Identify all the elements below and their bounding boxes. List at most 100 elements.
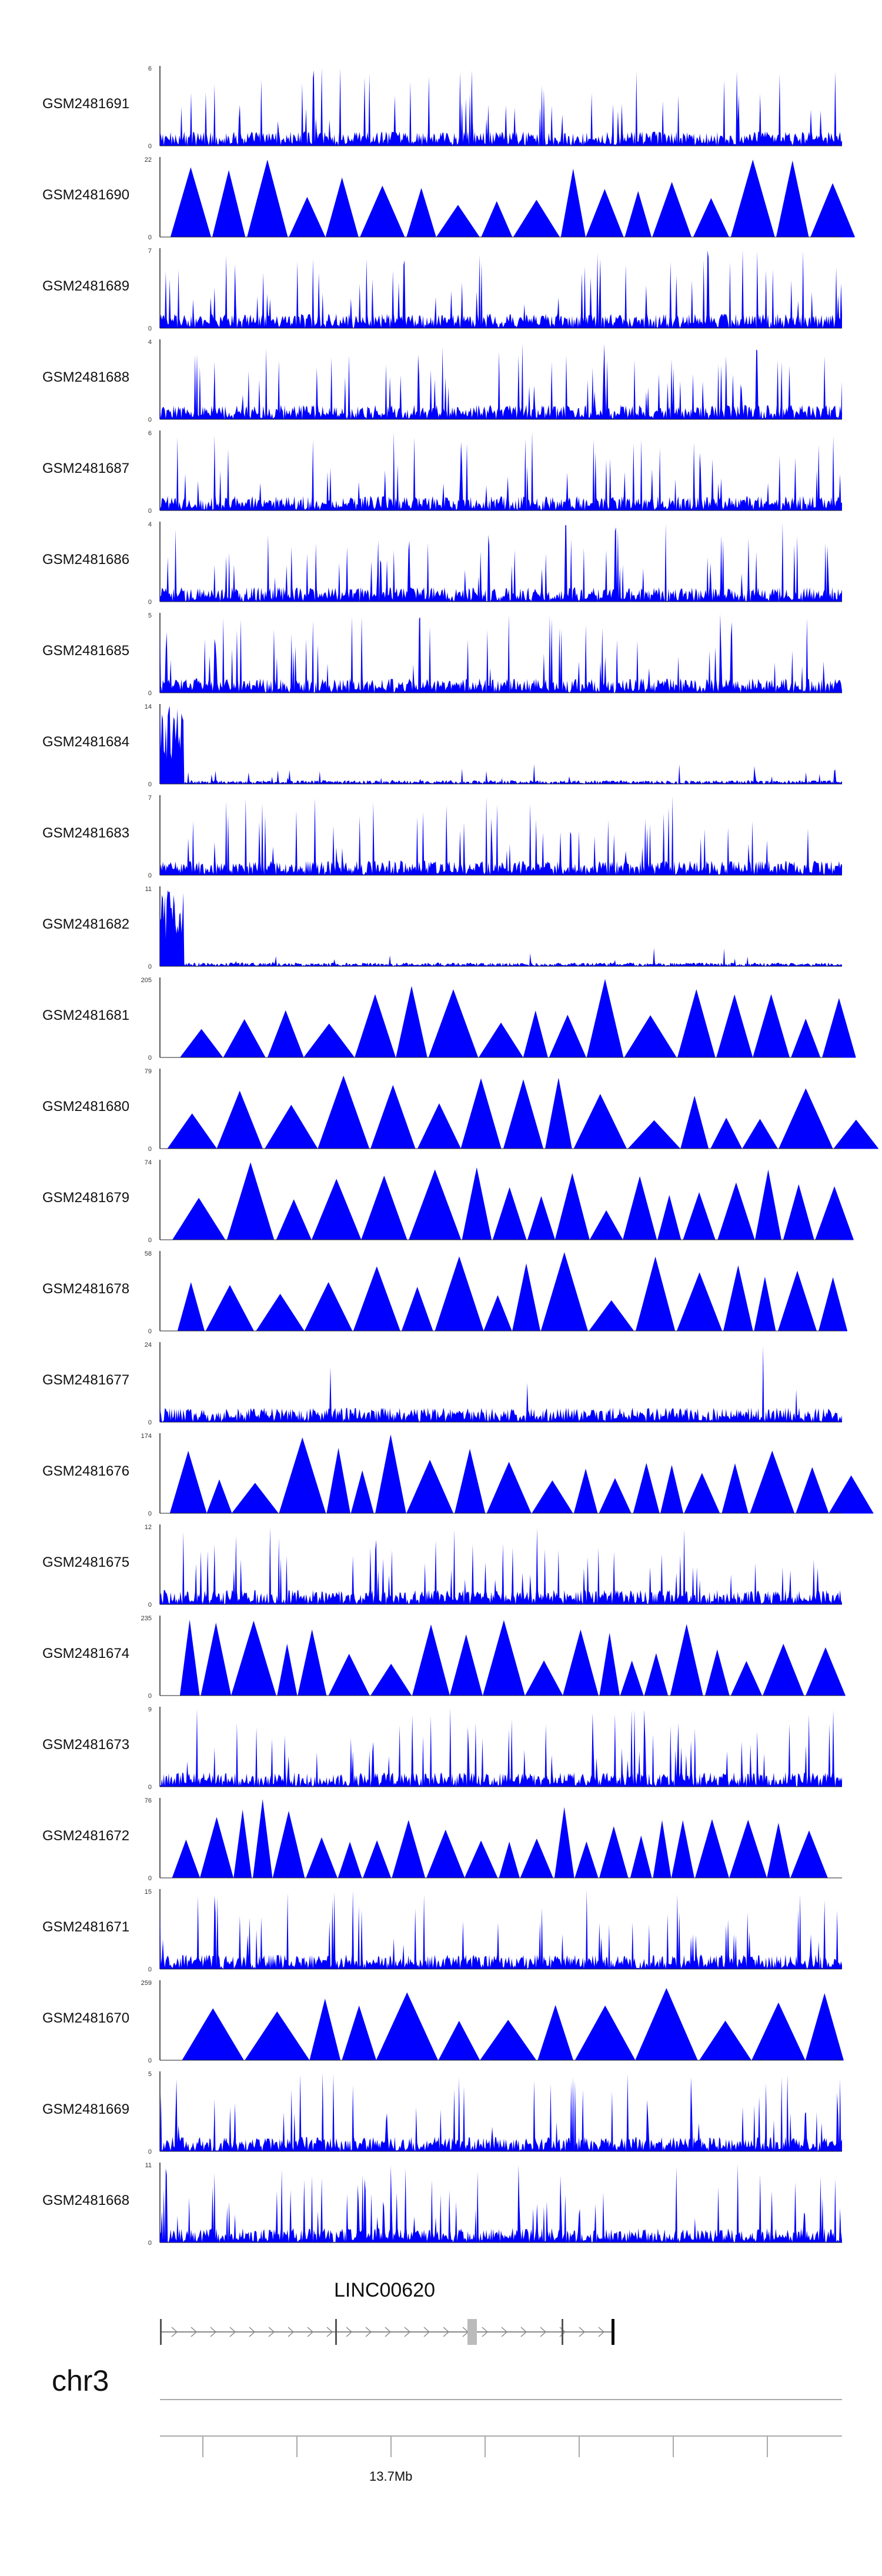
gene-exon [335,2319,337,2345]
track-ymin-label: 0 [148,2148,152,2155]
track-signal-group [159,796,843,876]
track-signal-group [159,1708,843,1787]
track-ymin-label: 0 [148,1328,152,1335]
track-ymax-label: 205 [141,977,152,984]
track-signal-area [159,2072,843,2152]
strand-arrow-icon [365,2327,372,2337]
track-ymin-label: 0 [148,2240,152,2247]
track-ymax-label: 9 [148,1706,152,1713]
strand-arrow-icon [540,2327,547,2337]
track-GSM2481677: GSM2481677 24 0 [42,1342,843,1426]
track-label: GSM2481676 [42,1463,129,1479]
strand-arrow-icon [191,2327,198,2337]
track-signal-area [159,1890,843,1970]
strand-arrow-icon [385,2327,392,2337]
strand-arrow-icon [288,2327,295,2337]
track-ymin-label: 0 [148,1875,152,1882]
track-signal-group [159,522,843,602]
track-ymax-label: 22 [145,156,152,163]
track-signal-area [159,614,843,693]
strand-arrow-icon [307,2327,314,2337]
track-ymin-label: 0 [148,781,152,788]
strand-arrow-icon [443,2327,450,2337]
track-ymax-label: 5 [148,612,152,619]
track-GSM2481672: GSM2481672 76 0 [42,1797,842,1882]
track-signal-area [160,979,856,1058]
track-GSM2481684: GSM2481684 14 0 [42,703,843,788]
track-ymin-label: 0 [148,1055,152,1062]
strand-arrow-icon [229,2327,236,2337]
track-ymax-label: 235 [141,1615,152,1622]
track-GSM2481669: GSM2481669 5 0 [42,2071,843,2155]
track-GSM2481686: GSM2481686 4 0 [42,521,843,606]
strand-arrow-icon [346,2327,353,2337]
track-ymin-label: 0 [148,1237,152,1244]
track-ymax-label: 79 [145,1068,152,1075]
track-signal-group [160,1434,874,1514]
track-GSM2481678: GSM2481678 58 0 [42,1250,848,1335]
track-signal-area [160,1162,854,1240]
track-signal-group [160,1988,844,2061]
track-label: GSM2481689 [42,278,129,294]
track-signal-area [160,1434,874,1514]
track-label: GSM2481674 [42,1646,129,1661]
track-label: GSM2481682 [42,916,129,932]
track-signal-area [159,522,843,602]
track-ymin-label: 0 [148,1966,152,1973]
strand-arrow-icon [520,2327,527,2337]
strand-arrow-icon [598,2327,605,2337]
track-signal-area [160,159,855,238]
strand-arrow-icon [249,2327,256,2337]
track-ymin-label: 0 [148,690,152,697]
track-label: GSM2481678 [42,1281,129,1297]
track-label: GSM2481683 [42,825,129,841]
track-ymax-label: 7 [148,795,152,802]
track-signal-group [160,159,855,238]
track-label: GSM2481680 [42,1099,129,1115]
track-ymax-label: 15 [145,1888,152,1896]
track-signal-group [159,343,843,420]
signal-tracks: GSM248169160GSM2481690220GSM248168970GSM… [42,65,878,2247]
gene-exon [160,2319,162,2345]
track-signal-group [160,1252,848,1332]
track-signal-group [159,890,843,967]
track-signal-area [160,1988,844,2061]
track-label: GSM2481675 [42,1554,129,1570]
track-label: GSM2481686 [42,552,129,568]
gene-annotation-track: LINC00620 [160,2279,614,2345]
track-ymin-label: 0 [148,599,152,606]
track-GSM2481680: GSM2481680 79 0 [42,1068,878,1153]
track-signal-group [159,614,843,693]
track-ymax-label: 5 [148,2071,152,2078]
track-signal-group [160,1075,878,1149]
track-ymin-label: 0 [148,143,152,150]
track-ymax-label: 14 [145,703,152,710]
track-label: GSM2481669 [42,2101,129,2117]
track-GSM2481690: GSM2481690 22 0 [42,156,855,241]
track-ymin-label: 0 [148,1601,152,1609]
track-signal-group [159,1346,843,1423]
track-signal-area [160,1798,842,1878]
strand-arrow-icon [326,2327,333,2337]
track-GSM2481670: GSM2481670 259 0 [42,1980,844,2064]
track-label: GSM2481673 [42,1737,129,1753]
track-ymax-label: 12 [145,1524,152,1531]
track-GSM2481687: GSM2481687 6 0 [42,430,843,515]
track-ymin-label: 0 [148,1510,152,1517]
track-signal-group [160,1798,842,1878]
track-ymin-label: 0 [148,234,152,241]
track-ymax-label: 6 [148,430,152,437]
track-signal-area [160,1075,878,1149]
track-GSM2481681: GSM2481681 205 0 [42,977,856,1062]
track-GSM2481674: GSM2481674 235 0 [42,1615,846,1700]
track-ymin-label: 0 [148,963,152,970]
track-label: GSM2481672 [42,1828,129,1844]
track-ymin-label: 0 [148,872,152,879]
track-signal-group [159,67,843,146]
track-ymax-label: 11 [145,886,152,893]
track-signal-group [159,2164,843,2243]
genome-axis-track: chr3 13.7Mb [52,2364,842,2484]
track-label: GSM2481688 [42,369,129,385]
track-ymax-label: 259 [141,1980,152,1987]
